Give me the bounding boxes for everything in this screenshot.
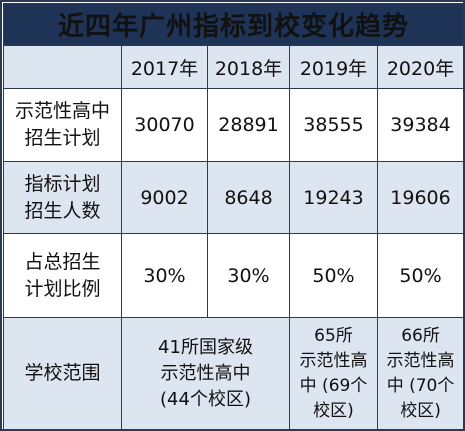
scope-line: 中 (70个 xyxy=(386,375,455,396)
scope-line: 41所国家级 xyxy=(158,336,253,358)
scope-cell: 66所 示范性高 中 (70个 校区) xyxy=(376,317,465,430)
row-header: 指标计划 招生人数 xyxy=(3,161,122,234)
scope-line: 校区) xyxy=(313,400,354,421)
title-row: 近四年广州指标到校变化趋势 xyxy=(2,3,465,46)
scope-line: 中 (69个 xyxy=(299,375,368,396)
value-cell: 30% xyxy=(207,233,290,318)
row-header-line: 招生人数 xyxy=(24,199,101,222)
table-row: 学校范围 41所国家级 示范性高中 (44个校区) 65所 示范性高 中 (69… xyxy=(3,317,465,430)
scope-line: 66所 xyxy=(401,325,440,346)
table-title: 近四年广州指标到校变化趋势 xyxy=(2,3,465,46)
corner-cell xyxy=(3,45,122,89)
value-cell: 28891 xyxy=(207,88,290,162)
scope-line: 示范性高 xyxy=(299,350,368,371)
year-header: 2019年 xyxy=(289,45,378,89)
table-row: 指标计划 招生人数 9002 8648 19243 19606 xyxy=(3,161,465,234)
table-row: 示范性高中 招生计划 30070 28891 38555 39384 xyxy=(3,88,465,162)
year-header: 2020年 xyxy=(376,45,465,89)
year-header-row: 2017年 2018年 2019年 2020年 xyxy=(3,45,465,89)
value-cell: 30% xyxy=(121,233,208,318)
scope-line: (44个校区) xyxy=(160,388,251,410)
scope-line: 校区) xyxy=(400,400,441,421)
value-cell: 50% xyxy=(289,233,378,318)
row-header-line: 计划比例 xyxy=(24,277,101,300)
value-cell: 50% xyxy=(376,233,465,318)
table-row: 占总招生 计划比例 30% 30% 50% 50% xyxy=(3,233,465,318)
row-header-line: 示范性高中 xyxy=(14,100,110,122)
value-cell: 30070 xyxy=(121,88,208,162)
scope-cell: 41所国家级 示范性高中 (44个校区) xyxy=(121,317,290,430)
row-header: 示范性高中 招生计划 xyxy=(3,88,122,162)
row-header-line: 占总招生 xyxy=(24,250,101,273)
row-header-line: 招生计划 xyxy=(24,127,101,149)
value-cell: 19243 xyxy=(289,161,378,234)
scope-cell: 65所 示范性高 中 (69个 校区) xyxy=(289,317,378,430)
row-header: 学校范围 xyxy=(3,317,122,430)
year-header: 2018年 xyxy=(207,45,290,89)
value-cell: 19606 xyxy=(376,161,465,234)
year-header: 2017年 xyxy=(121,45,208,89)
value-cell: 8648 xyxy=(207,161,290,234)
value-cell: 39384 xyxy=(376,88,465,162)
row-header: 占总招生 计划比例 xyxy=(3,233,122,318)
scope-line: 示范性高 xyxy=(386,350,455,371)
scope-line: 示范性高中 xyxy=(160,362,251,384)
value-cell: 38555 xyxy=(289,88,378,162)
trend-table: 近四年广州指标到校变化趋势 2017年 2018年 2019年 2020年 示范… xyxy=(2,3,465,430)
scope-line: 65所 xyxy=(314,325,353,346)
value-cell: 9002 xyxy=(121,161,208,234)
row-header-line: 指标计划 xyxy=(24,172,101,195)
